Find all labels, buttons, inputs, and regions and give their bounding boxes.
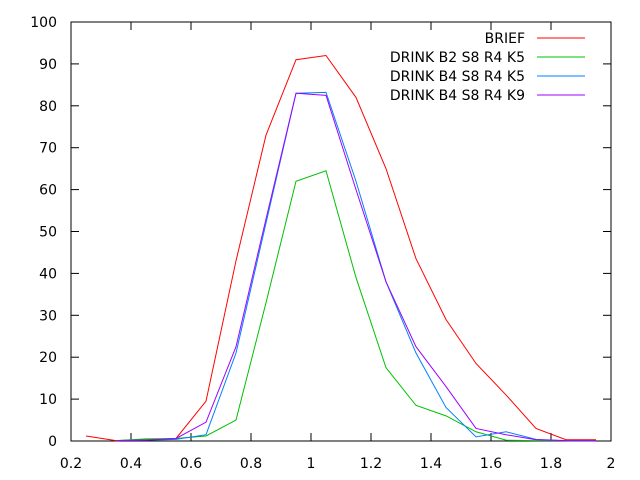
y-tick-label: 60 [39,183,57,199]
y-tick-label: 40 [39,266,57,282]
series-layer [85,54,596,442]
y-tick-label: 30 [39,308,57,324]
series-line-3 [115,91,596,442]
x-tick-label: 1.2 [360,456,382,472]
y-tick-label: 0 [48,434,57,450]
legend-label: DRINK B2 S8 R4 K5 [390,50,525,66]
y-tick-label: 20 [39,350,57,366]
legend-label: DRINK B4 S8 R4 K9 [390,88,525,104]
series-line-1 [85,54,596,442]
x-tick-label: 2 [607,456,616,472]
x-tick-label: 1.8 [540,456,562,472]
legend-label: DRINK B4 S8 R4 K5 [390,69,525,85]
legend-label: BRIEF [485,31,525,47]
y-tick-label: 90 [39,57,57,73]
y-tick-label: 100 [30,15,57,31]
x-axis: 0.2 0.4 0.6 0.8 1 1.2 1.4 1.6 1.8 2 [60,22,616,472]
plot-frame [70,21,612,442]
legend: BRIEF DRINK B2 S8 R4 K5 DRINK B4 S8 R4 K5 D… [390,31,585,104]
x-tick-label: 1 [307,456,316,472]
y-axis: 0 10 20 30 40 50 60 70 80 90 100 [30,15,611,450]
x-tick-label: 0.4 [120,456,142,472]
x-tick-label: 0.6 [180,456,202,472]
y-tick-label: 50 [39,225,57,241]
y-tick-label: 80 [39,99,57,115]
x-tick-label: 0.2 [60,456,82,472]
x-tick-label: 1.6 [480,456,502,472]
x-tick-label: 0.8 [240,456,262,472]
series-line-4 [115,92,596,442]
y-tick-label: 70 [39,141,57,157]
y-tick-label: 10 [39,392,57,408]
series-line-2 [115,170,596,442]
x-tick-label: 1.4 [420,456,442,472]
